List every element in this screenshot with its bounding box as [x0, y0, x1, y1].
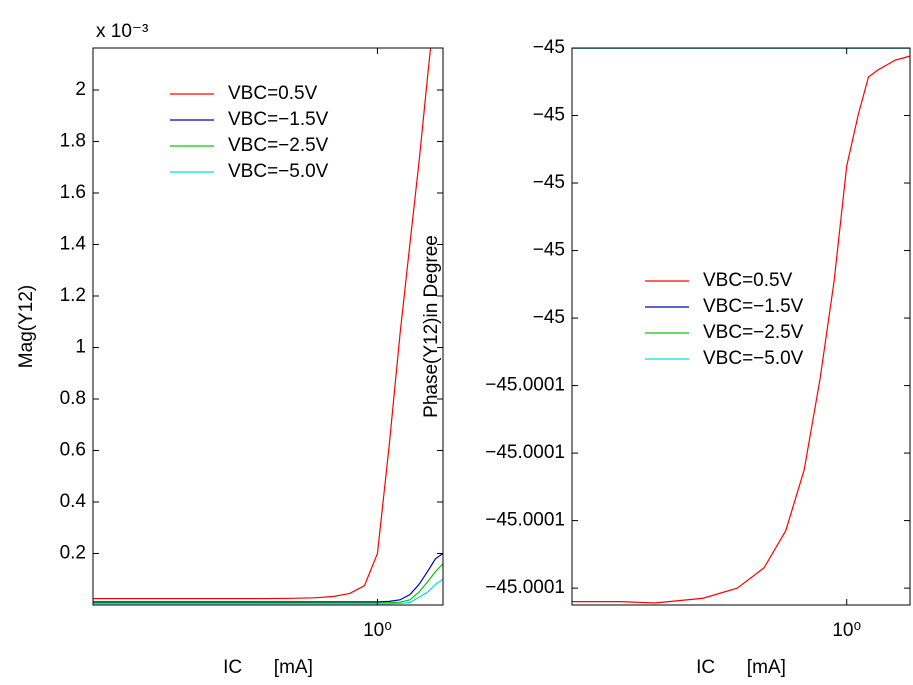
legend-label: VBC=0.5V: [228, 83, 318, 104]
y-tick-label: −45.0001: [485, 442, 565, 463]
plot-area: [572, 48, 910, 604]
y-tick-label: −45: [533, 37, 565, 58]
axes-box: [571, 47, 911, 606]
y-tick-label: 1.2: [60, 285, 86, 306]
y-tick-label: −45: [533, 307, 565, 328]
series-line: [93, 563, 443, 604]
legend-label: VBC=−5.0V: [703, 348, 804, 369]
y-tick-label: −45: [533, 105, 565, 126]
x-axis-label: IC [mA]: [223, 657, 313, 678]
y-tick-label: 2: [75, 79, 86, 100]
y-tick-label: 0.4: [60, 491, 87, 512]
plot-area: [93, 48, 443, 605]
y-multiplier: x 10⁻³: [96, 21, 148, 42]
series-line: [572, 55, 910, 604]
legend-label: VBC=−2.5V: [228, 135, 329, 156]
y-tick-label: −45.0001: [485, 510, 565, 531]
y-tick-label: −45: [533, 240, 565, 261]
y-tick-label: 1.8: [60, 130, 86, 151]
y-tick-label: 1.4: [60, 233, 87, 254]
x-tick-label: 10⁰: [363, 620, 392, 641]
y-tick-label: −45.0001: [485, 375, 565, 396]
y-tick-label: 1: [75, 337, 86, 358]
series-line: [93, 553, 443, 603]
legend-label: VBC=0.5V: [703, 270, 793, 291]
y-tick-label: −45: [533, 172, 565, 193]
y-tick-label: 0.2: [60, 543, 86, 564]
y-tick-label: 1.6: [60, 182, 86, 203]
series-line: [93, 48, 432, 600]
legend-label: VBC=−1.5V: [228, 109, 329, 130]
x-axis-label: IC [mA]: [696, 657, 786, 678]
legend-label: VBC=−2.5V: [703, 322, 804, 343]
series-line: [93, 578, 443, 605]
legend-label: VBC=−5.0V: [228, 161, 329, 182]
y-axis-label: Mag(Y12): [16, 285, 37, 368]
x-tick-label: 10⁰: [832, 620, 861, 641]
legend-label: VBC=−1.5V: [703, 296, 804, 317]
y-tick-label: 0.8: [60, 388, 86, 409]
y-tick-label: −45.0001: [485, 577, 565, 598]
axes-box: [92, 47, 444, 606]
y-tick-label: 0.6: [60, 440, 86, 461]
y-axis-label: Phase(Y12)in Degree: [421, 235, 442, 418]
